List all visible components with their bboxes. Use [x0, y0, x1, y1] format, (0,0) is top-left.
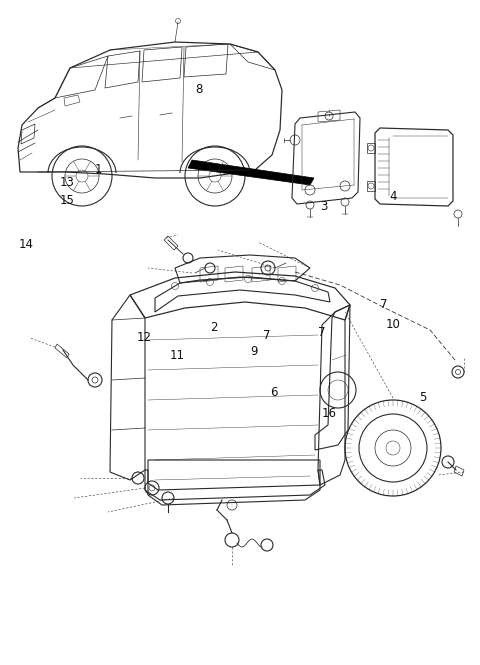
Text: 7: 7 [380, 298, 388, 311]
Text: 7: 7 [263, 329, 270, 342]
Text: 6: 6 [270, 386, 277, 399]
Text: 10: 10 [386, 318, 401, 331]
Text: 12: 12 [136, 331, 152, 344]
Text: 13: 13 [60, 176, 74, 190]
Text: 14: 14 [19, 238, 34, 251]
Text: 9: 9 [251, 344, 258, 358]
Text: 4: 4 [390, 190, 397, 203]
Text: 15: 15 [60, 194, 74, 207]
Text: 5: 5 [419, 391, 426, 404]
Text: 3: 3 [320, 200, 328, 213]
Text: 8: 8 [195, 83, 203, 96]
Text: 7: 7 [318, 326, 325, 339]
Text: 16: 16 [321, 407, 336, 420]
Polygon shape [188, 160, 314, 185]
Text: 1: 1 [95, 163, 102, 176]
Text: 11: 11 [170, 349, 185, 362]
Text: 2: 2 [210, 321, 217, 334]
